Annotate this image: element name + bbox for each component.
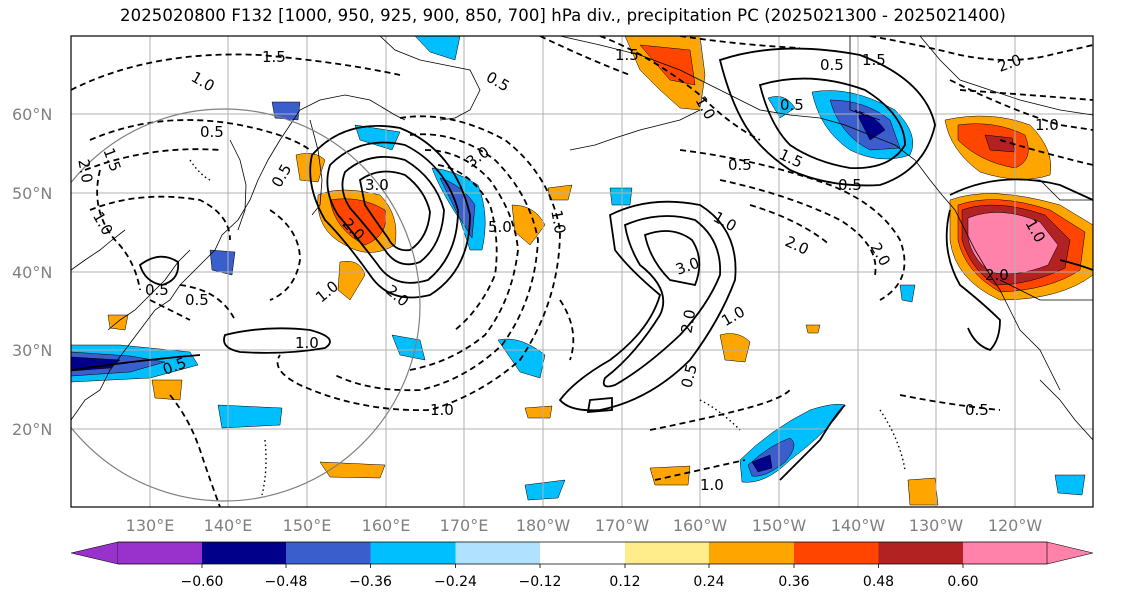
- contour-label: 2.0: [678, 308, 700, 335]
- colorbar-extend-low: [70, 541, 119, 565]
- lon-label: 180°W: [516, 516, 571, 535]
- contour-label: 0.5: [780, 96, 804, 114]
- lon-label: 130°W: [909, 516, 964, 535]
- lon-label: 140°E: [204, 516, 253, 535]
- contour-label: 0.5: [965, 401, 989, 419]
- lon-label: 130°E: [126, 516, 175, 535]
- zero-contours: [189, 159, 906, 496]
- colorbar-segment: [370, 542, 456, 564]
- contour-label: 1.0: [1035, 116, 1059, 134]
- contour-label: 3.0: [365, 176, 389, 194]
- lat-label: 60°N: [12, 105, 52, 124]
- colorbar-segment: [709, 542, 794, 564]
- colorbar-tick-label: 0.60: [947, 574, 978, 590]
- contour-label: 2.0: [985, 266, 1009, 284]
- lat-label: 50°N: [12, 184, 52, 203]
- contour-label: 1.5: [262, 48, 286, 66]
- contour-label: 0.5: [820, 56, 844, 74]
- colorbar-tick-label: 0.36: [778, 574, 809, 590]
- map-title: 2025020800 F132 [1000, 950, 925, 900, 85…: [120, 6, 1006, 25]
- contour-label: 0.5: [200, 123, 224, 141]
- contour-label: 1.0: [295, 334, 319, 352]
- reference-circle: [71, 108, 421, 502]
- colorbar-tick-label: −0.36: [349, 574, 392, 590]
- lon-label: 170°E: [440, 516, 489, 535]
- lon-label: 170°W: [595, 516, 650, 535]
- contour-label: 1.0: [430, 401, 454, 419]
- coastlines: [71, 36, 1093, 441]
- graticule: [71, 36, 1093, 507]
- lat-label: 40°N: [12, 263, 52, 282]
- colorbar-tick-label: −0.48: [265, 574, 308, 590]
- lat-label: 20°N: [12, 420, 52, 439]
- colorbar-tick-label: 0.24: [693, 574, 724, 590]
- colorbar-tick-label: 0.12: [609, 574, 640, 590]
- colorbar-segment: [963, 542, 1047, 564]
- contour-label: 0.5: [677, 362, 701, 390]
- contour-label: 0.5: [838, 176, 862, 194]
- colorbar-segment: [286, 542, 371, 564]
- colorbar-extend-high: [1046, 541, 1094, 565]
- map-border: [70, 35, 1094, 508]
- colorbar-segment: [540, 542, 625, 564]
- lon-label: 160°E: [362, 516, 411, 535]
- divergence-contours: [71, 47, 1093, 481]
- lon-label: 120°W: [988, 516, 1043, 535]
- colorbar-segment: [625, 542, 709, 564]
- colorbar-segment: [878, 542, 963, 564]
- contour-label: 0.5: [728, 156, 752, 174]
- longitude-labels: 130°E 140°E 150°E 160°E 170°E 180°W 170°…: [126, 516, 1043, 535]
- colorbar: −0.60 −0.48 −0.36 −0.24 −0.12 0.12 0.24 …: [70, 541, 1094, 590]
- contour-label: 0.5: [185, 291, 209, 309]
- contour-label: 1.5: [862, 51, 886, 69]
- colorbar-tick-label: −0.24: [434, 574, 477, 590]
- contour-label: 1.0: [547, 209, 569, 236]
- contour-label: 1.5: [615, 46, 639, 64]
- precipitation-shading: [71, 36, 1093, 506]
- colorbar-tick-label: −0.60: [181, 574, 224, 590]
- contour-label: 0.5: [145, 281, 169, 299]
- colorbar-segment: [118, 542, 202, 564]
- contour-label: 5.0: [488, 218, 512, 236]
- divergence-contours-negative: [71, 36, 1093, 507]
- lon-label: 150°E: [283, 516, 332, 535]
- colorbar-tick-label: 0.48: [863, 574, 894, 590]
- lat-label: 30°N: [12, 341, 52, 360]
- lon-label: 150°W: [752, 516, 807, 535]
- colorbar-tick-label: −0.12: [519, 574, 562, 590]
- contour-label: 1.0: [700, 476, 724, 494]
- colorbar-segment: [202, 542, 287, 564]
- contour-label: 2.0: [74, 158, 96, 185]
- lon-label: 140°W: [831, 516, 886, 535]
- colorbar-segment: [794, 542, 879, 564]
- lon-label: 160°W: [673, 516, 728, 535]
- colorbar-segment: [455, 542, 540, 564]
- latitude-labels: 60°N 50°N 40°N 30°N 20°N: [12, 105, 52, 439]
